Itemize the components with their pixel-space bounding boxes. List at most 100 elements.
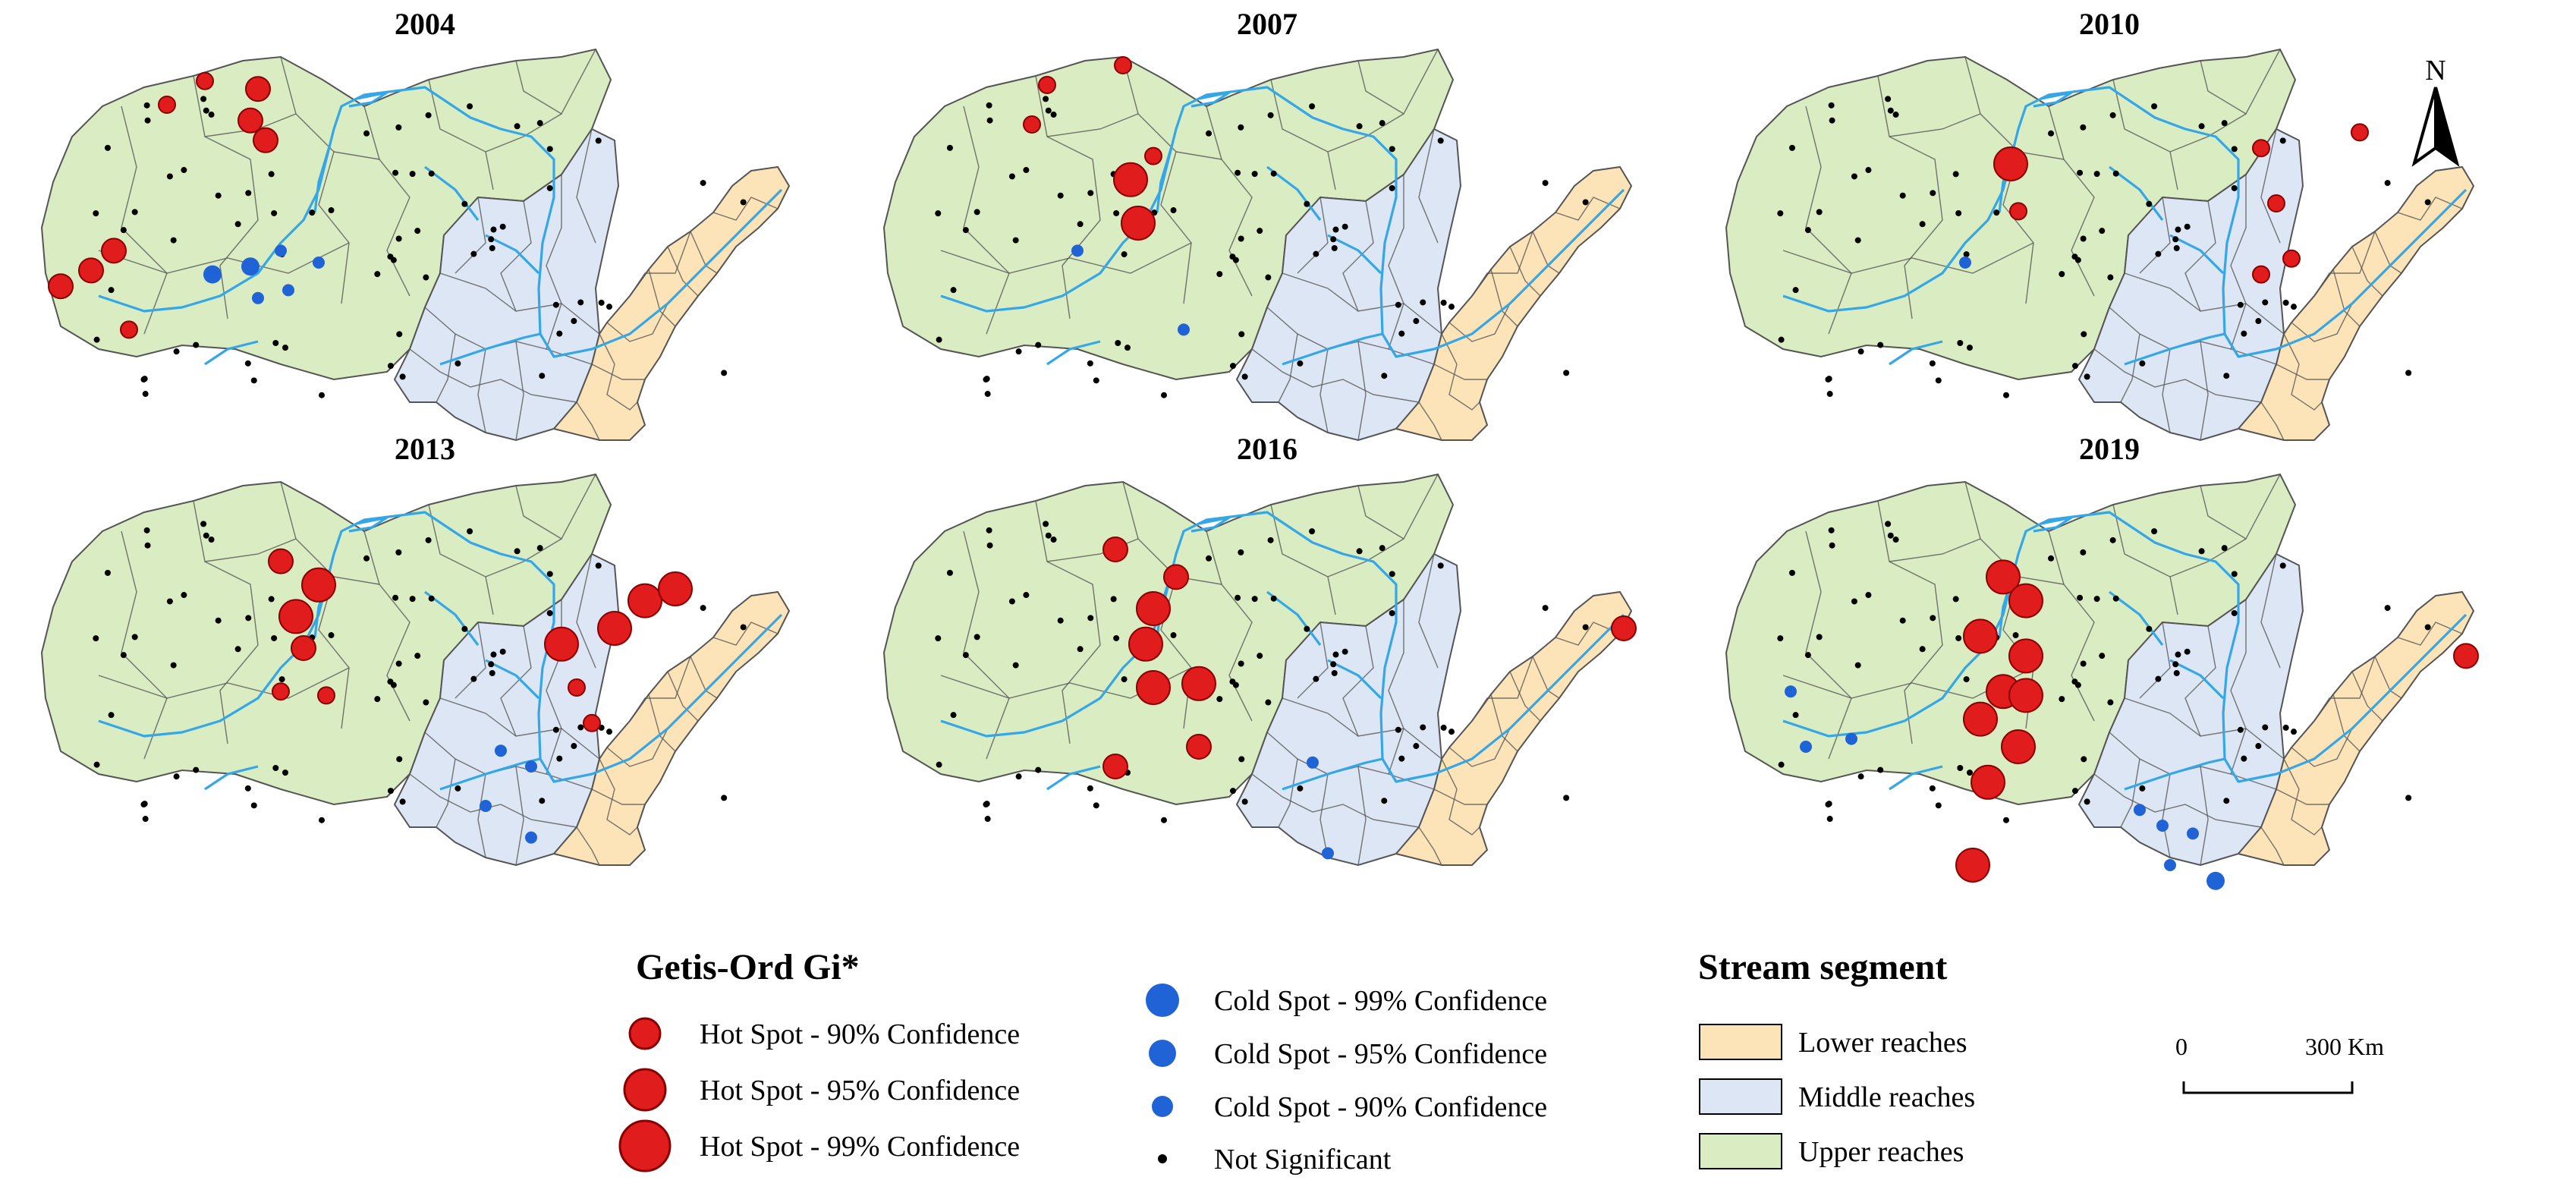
not-significant-point — [2221, 545, 2228, 552]
basin-map — [1725, 48, 2475, 442]
not-significant-point — [1829, 117, 1835, 124]
hot-spot-point — [1611, 615, 1637, 641]
not-significant-point — [1356, 123, 1363, 130]
not-significant-point — [1582, 624, 1589, 631]
stream-segment-title: Stream segment — [1698, 947, 1947, 987]
not-significant-point — [203, 532, 209, 539]
hot-spot-point — [583, 713, 601, 732]
not-significant-point — [721, 370, 728, 376]
not-significant-point — [2405, 370, 2412, 376]
not-significant-point — [1087, 615, 1094, 622]
not-significant-point — [1395, 726, 1401, 733]
hot-spot-point — [1136, 591, 1171, 626]
not-significant-point — [2139, 360, 2146, 367]
not-significant-point — [1265, 699, 1272, 706]
not-significant-point — [721, 795, 728, 801]
not-significant-point — [250, 377, 257, 384]
not-significant-point — [1251, 171, 1258, 178]
cold-spot-point — [2156, 820, 2169, 832]
not-significant-point — [1050, 537, 1057, 543]
not-significant-point — [1206, 555, 1213, 562]
north-arrow-icon: N — [2411, 55, 2460, 167]
scale-end-label: 300 Km — [2305, 1033, 2384, 1060]
not-significant-point — [984, 816, 991, 823]
not-significant-point — [1229, 678, 1236, 685]
stream-segment-label: Lower reaches — [1798, 1027, 1967, 1059]
not-significant-point — [1955, 634, 1962, 641]
cold-spot-point — [1785, 685, 1797, 698]
not-significant-point — [2198, 123, 2205, 130]
not-significant-point — [1356, 548, 1363, 555]
not-significant-point — [425, 537, 432, 543]
not-significant-point — [282, 770, 288, 776]
not-significant-point — [1413, 743, 1420, 750]
not-significant-point — [173, 773, 180, 780]
not-significant-point — [1170, 632, 1177, 639]
not-significant-point — [1238, 660, 1244, 667]
not-significant-point — [1892, 537, 1899, 543]
not-significant-point — [467, 528, 473, 535]
hot-spot-point — [278, 599, 313, 634]
not-significant-point — [973, 634, 980, 640]
not-significant-point — [1008, 173, 1015, 180]
not-significant-point — [1267, 112, 1274, 118]
not-significant-point — [2003, 817, 2010, 823]
not-significant-point — [1792, 712, 1799, 719]
not-significant-point — [2237, 301, 2244, 308]
not-significant-point — [1257, 653, 1263, 659]
hot-spot-point — [1136, 670, 1171, 705]
not-significant-point — [2107, 699, 2114, 706]
not-significant-point — [1777, 210, 1784, 217]
not-significant-point — [2099, 228, 2106, 234]
not-significant-point — [577, 724, 584, 731]
not-significant-point — [2059, 271, 2065, 278]
not-significant-point — [423, 274, 429, 281]
not-significant-point — [1389, 146, 1395, 153]
not-significant-point — [120, 227, 127, 234]
not-significant-point — [546, 184, 553, 191]
not-significant-point — [1229, 253, 1236, 260]
cold-spot-point — [1800, 741, 1812, 753]
not-significant-point — [2175, 651, 2181, 658]
not-significant-point — [203, 107, 209, 114]
hot-spot-point — [1963, 618, 1998, 654]
not-significant-point — [1398, 330, 1405, 337]
hot-spot-point — [2453, 643, 2479, 669]
not-significant-point — [143, 102, 150, 109]
not-significant-point — [1093, 802, 1099, 809]
not-significant-point — [428, 170, 435, 177]
not-significant-point — [2231, 609, 2238, 616]
not-significant-point — [409, 596, 416, 603]
hot-spot-point — [48, 273, 74, 300]
not-significant-point — [1952, 171, 1959, 178]
not-significant-point — [1437, 137, 1444, 144]
not-significant-point — [1963, 251, 1970, 258]
not-significant-point — [1229, 363, 1236, 370]
not-significant-point — [1379, 120, 1386, 127]
not-significant-point — [1309, 528, 1316, 535]
hot-spot-point — [237, 107, 263, 134]
legend-not-significant: Not Significant — [1158, 1144, 1392, 1176]
not-significant-point — [1110, 596, 1117, 603]
not-significant-point — [396, 756, 403, 763]
not-significant-point — [539, 798, 546, 804]
not-significant-point — [1035, 766, 1042, 773]
not-significant-point — [2003, 392, 2010, 398]
not-significant-point — [1899, 192, 1906, 199]
not-significant-point — [1398, 755, 1405, 762]
basin-map — [1725, 473, 2475, 867]
hot-spot-point — [1986, 559, 2021, 595]
not-significant-point — [2112, 170, 2119, 177]
not-significant-point — [93, 761, 100, 768]
not-significant-point — [986, 117, 993, 124]
not-significant-point — [387, 678, 394, 685]
not-significant-point — [740, 624, 747, 631]
not-significant-point — [93, 635, 99, 642]
not-significant-point — [2424, 624, 2431, 631]
not-significant-point — [2084, 373, 2090, 380]
not-significant-point — [2109, 537, 2116, 543]
not-significant-point — [1816, 634, 1823, 640]
hot-spot-point — [1963, 701, 1998, 737]
not-significant-point — [1251, 596, 1258, 603]
not-significant-point — [399, 798, 406, 805]
